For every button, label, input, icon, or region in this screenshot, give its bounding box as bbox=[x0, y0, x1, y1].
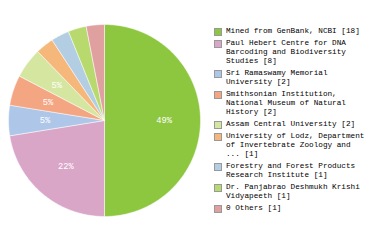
svg-text:49%: 49% bbox=[156, 116, 172, 126]
html-text:Smithsonian Institution, Natio: Smithsonian Institution, National Museum… bbox=[226, 90, 346, 116]
svg-text:5%: 5% bbox=[52, 81, 63, 91]
svg-text:5%: 5% bbox=[43, 98, 54, 108]
html-text:Dr. Panjabrao Deshmukh Krishi: Dr. Panjabrao Deshmukh Krishi Vidyapeeth… bbox=[226, 183, 360, 200]
html-text:Sri Ramaswamy Memorial Univers: Sri Ramaswamy Memorial University [2] bbox=[226, 69, 328, 86]
html-text:Forestry and Forest Products R: Forestry and Forest Products Research In… bbox=[226, 162, 356, 179]
svg-text:22%: 22% bbox=[58, 162, 74, 172]
svg-text:5%: 5% bbox=[40, 116, 51, 126]
html-text:Paul Hebert Centre for DNA Bar: Paul Hebert Centre for DNA Barcoding and… bbox=[226, 39, 346, 65]
html-text:University of Lodz, Department: University of Lodz, Department of Invert… bbox=[226, 132, 365, 158]
html-text:0 Others [1]: 0 Others [1] bbox=[226, 204, 282, 212]
html-text:Mined from GenBank, NCBI [18]: Mined from GenBank, NCBI [18] bbox=[226, 27, 360, 35]
html-text:Assam Central University [2]: Assam Central University [2] bbox=[226, 120, 356, 128]
